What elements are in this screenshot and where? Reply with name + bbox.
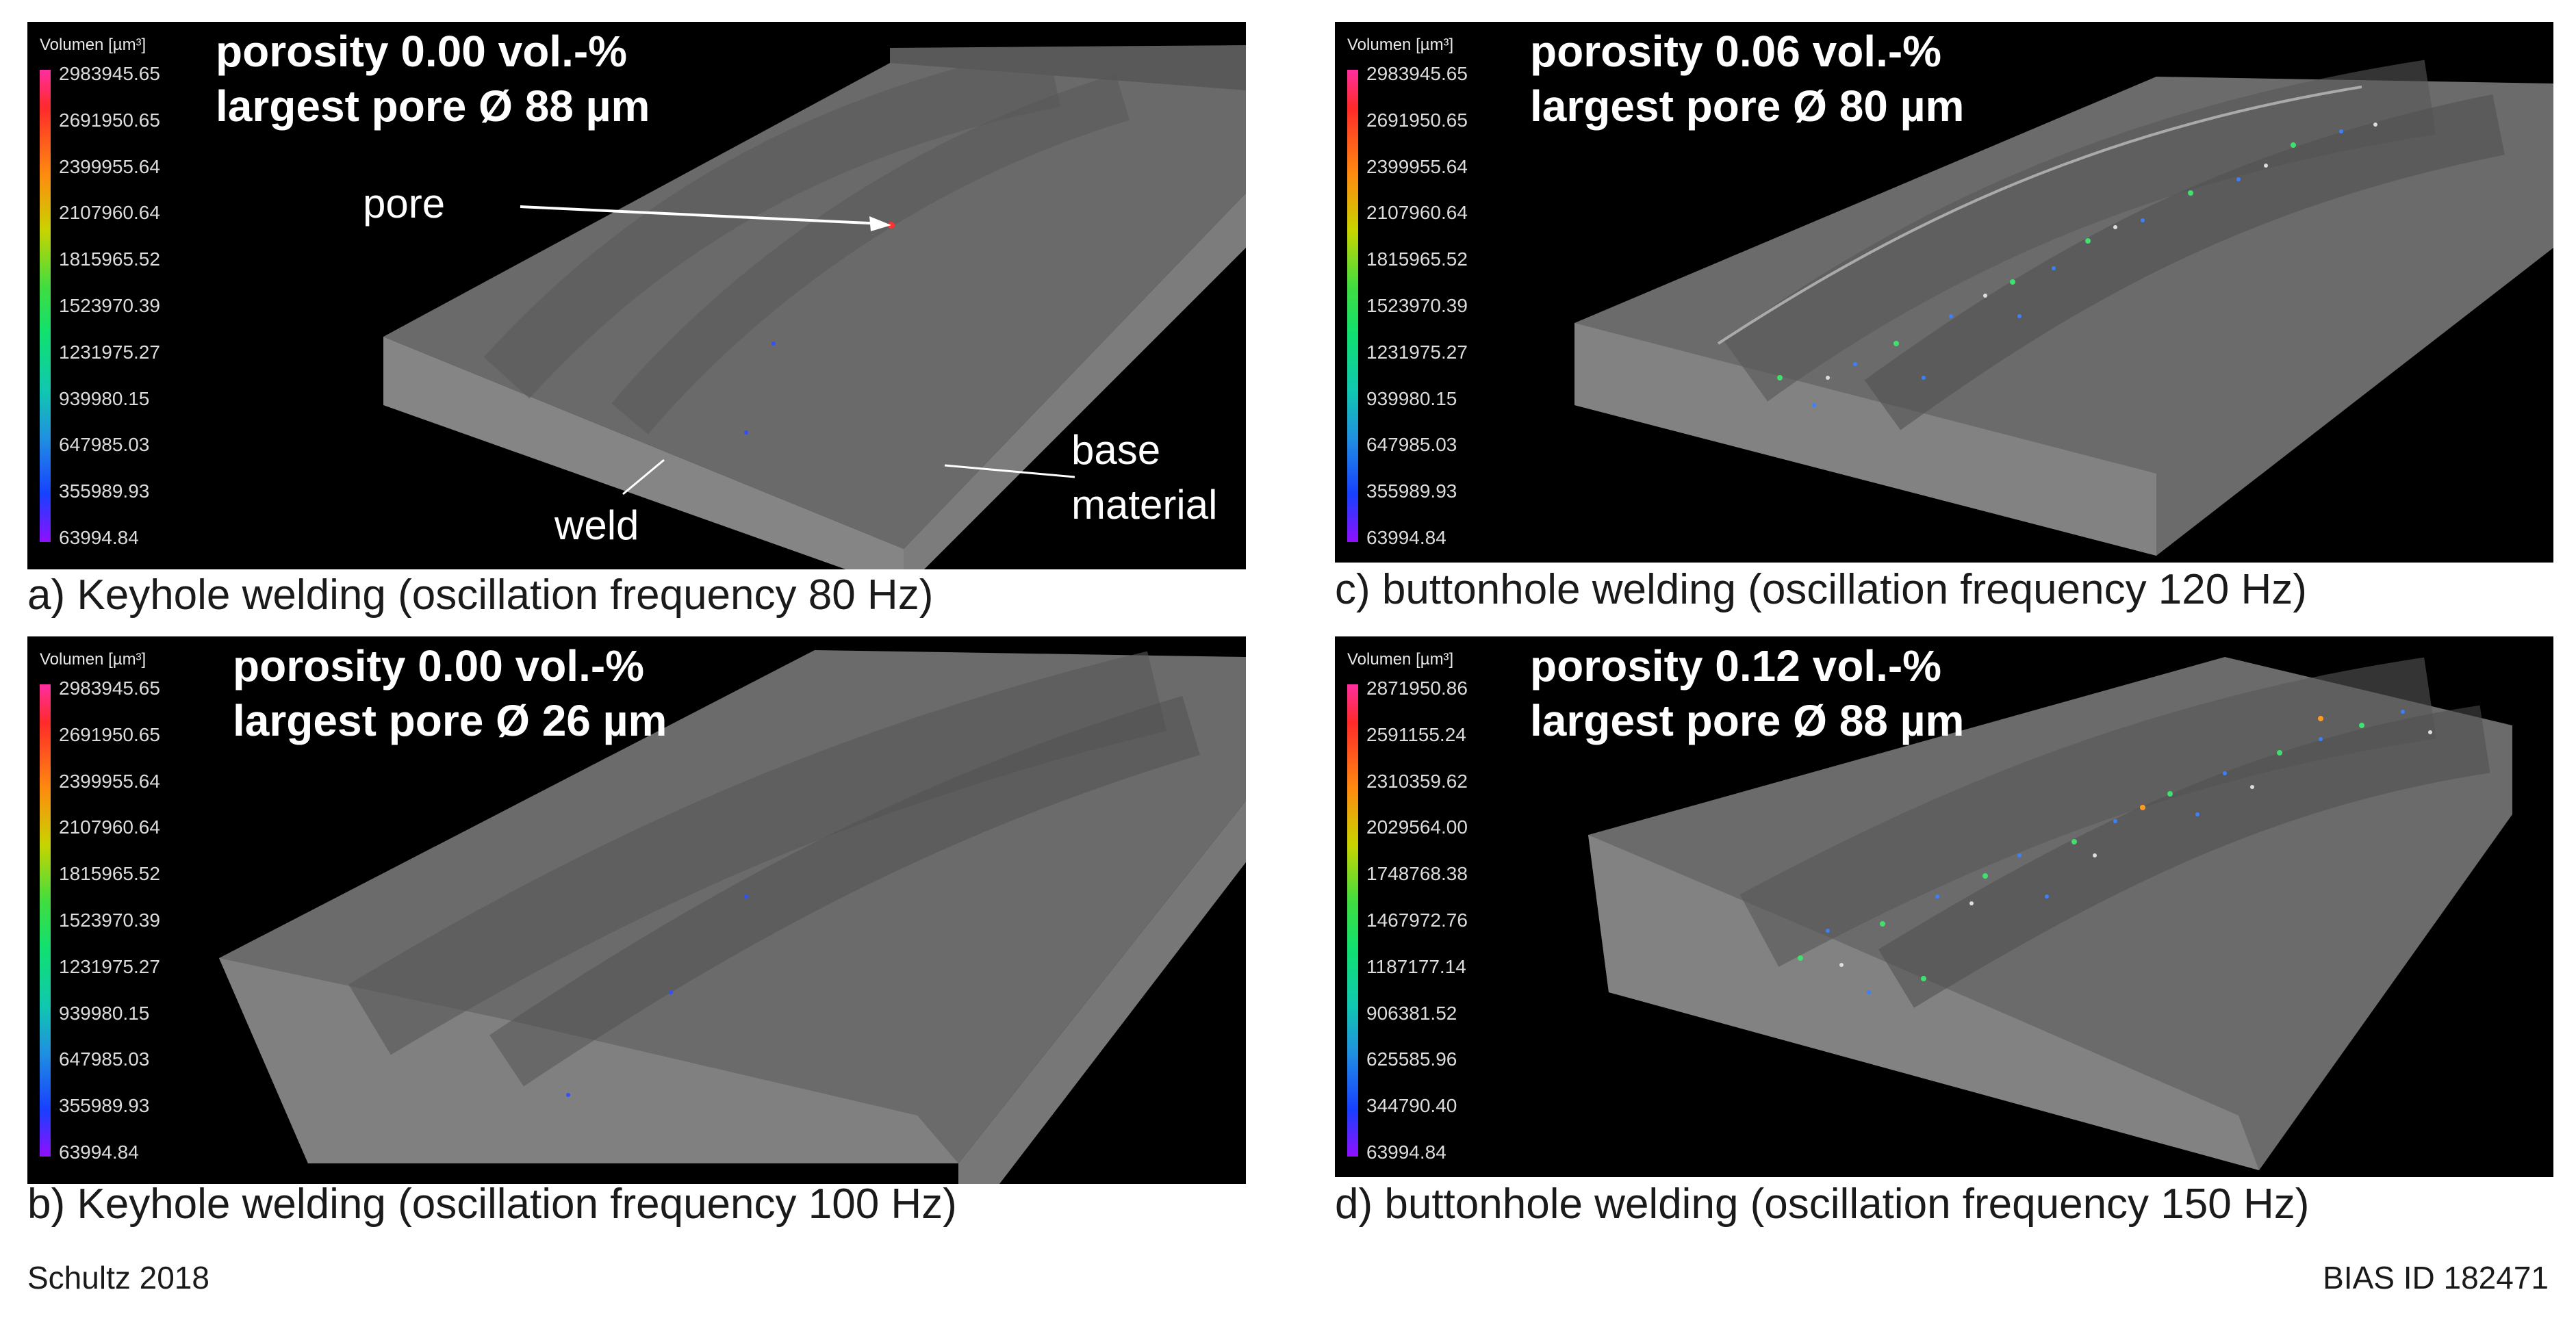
legend-color-bar (40, 70, 51, 542)
legend-color-bar (40, 684, 51, 1157)
color-legend-b: Volumen [µm³] 2983945.65 2691950.65 2399… (40, 650, 259, 1170)
legend-value: 344790.40 (1366, 1095, 1457, 1117)
porosity-value: porosity 0.06 vol.-% (1530, 27, 1942, 76)
largest-pore-value: largest pore Ø 80 µm (1530, 81, 1965, 131)
legend-value: 63994.84 (1366, 526, 1446, 548)
legend-value: 2399955.64 (59, 770, 160, 792)
legend-value: 1523970.39 (1366, 294, 1468, 316)
legend-value: 63994.84 (59, 1141, 139, 1163)
legend-value: 939980.15 (59, 1002, 150, 1024)
largest-pore-value: largest pore Ø 88 µm (1530, 696, 1965, 745)
legend-value: 1523970.39 (59, 294, 160, 316)
ct-render-c (1574, 60, 2553, 556)
caption-d: d) buttonhole welding (oscillation frequ… (1335, 1180, 2310, 1228)
legend-value: 2399955.64 (59, 155, 160, 177)
legend-value: 63994.84 (1366, 1141, 1446, 1163)
pore-label: pore (363, 181, 446, 227)
legend-title: Volumen [µm³] (1347, 650, 1454, 669)
legend-value: 63994.84 (59, 526, 139, 548)
legend-value: 2107960.64 (1366, 202, 1468, 224)
legend-value: 1187177.14 (1366, 955, 1466, 977)
porosity-value: porosity 0.12 vol.-% (1530, 641, 1942, 691)
legend-value: 355989.93 (59, 1095, 150, 1117)
legend-title: Volumen [µm³] (40, 650, 146, 669)
legend-value: 647985.03 (1366, 434, 1457, 456)
legend-value: 2107960.64 (59, 202, 160, 224)
legend-title: Volumen [µm³] (1347, 36, 1454, 54)
legend-value: 2591155.24 (1366, 723, 1466, 745)
legend-value: 2983945.65 (1366, 63, 1468, 84)
legend-value: 939980.15 (1366, 387, 1457, 409)
panel-a: Volumen [µm³] 2983945.65 2691950.65 2399… (27, 22, 1246, 569)
footer-id: BIAS ID 182471 (2323, 1260, 2549, 1295)
legend-value: 2871950.86 (1366, 678, 1468, 699)
legend-value: 939980.15 (59, 387, 150, 409)
legend-value: 1231975.27 (1366, 341, 1468, 363)
ct-render-a (383, 45, 1246, 569)
legend-value: 355989.93 (59, 480, 150, 502)
legend-value: 1815965.52 (1366, 248, 1468, 270)
ct-render-b (219, 650, 1246, 1184)
legend-color-bar (1347, 684, 1358, 1157)
color-legend-c: Volumen [µm³] 2983945.65 2691950.65 2399… (1347, 36, 1566, 556)
legend-value: 2983945.65 (59, 63, 160, 84)
ct-render-d (1588, 657, 2512, 1177)
legend-value: 2691950.65 (59, 109, 160, 131)
legend-value: 1748768.38 (1366, 863, 1468, 885)
color-legend-d: Volumen [µm³] 2871950.86 2591155.24 2310… (1347, 650, 1566, 1170)
legend-title: Volumen [µm³] (40, 36, 146, 54)
legend-value: 1815965.52 (59, 863, 160, 885)
legend-value: 2399955.64 (1366, 155, 1468, 177)
panel-b: Volumen [µm³] 2983945.65 2691950.65 2399… (27, 636, 1246, 1184)
caption-b: b) Keyhole welding (oscillation frequenc… (27, 1180, 957, 1228)
legend-value: 2310359.62 (1366, 770, 1468, 792)
panel-c: Volumen [µm³] 2983945.65 2691950.65 2399… (1335, 22, 2553, 563)
legend-value: 2107960.64 (59, 816, 160, 838)
legend-value: 1231975.27 (59, 955, 160, 977)
legend-value: 2691950.65 (1366, 109, 1468, 131)
legend-value: 1231975.27 (59, 341, 160, 363)
largest-pore-value: largest pore Ø 88 µm (216, 81, 650, 131)
weld-label: weld (554, 502, 639, 548)
legend-value: 1467972.76 (1366, 909, 1468, 931)
legend-value: 647985.03 (59, 1048, 150, 1070)
legend-value: 1523970.39 (59, 909, 160, 931)
largest-pore-value: largest pore Ø 26 µm (233, 696, 667, 745)
legend-color-bar (1347, 70, 1358, 542)
color-legend-a: Volumen [µm³] 2983945.65 2691950.65 2399… (40, 36, 259, 556)
base-material-label-line2: material (1071, 482, 1218, 528)
footer-author: Schultz 2018 (27, 1260, 209, 1295)
caption-c: c) buttonhole welding (oscillation frequ… (1335, 566, 2307, 613)
porosity-value: porosity 0.00 vol.-% (233, 641, 645, 691)
legend-value: 355989.93 (1366, 480, 1457, 502)
porosity-value: porosity 0.00 vol.-% (216, 27, 628, 76)
caption-a: a) Keyhole welding (oscillation frequenc… (27, 571, 934, 619)
legend-value: 625585.96 (1366, 1048, 1457, 1070)
legend-value: 1815965.52 (59, 248, 160, 270)
legend-value: 2691950.65 (59, 723, 160, 745)
panel-d: Volumen [µm³] 2871950.86 2591155.24 2310… (1335, 636, 2553, 1177)
legend-value: 2983945.65 (59, 678, 160, 699)
legend-value: 2029564.00 (1366, 816, 1468, 838)
legend-value: 906381.52 (1366, 1002, 1457, 1024)
base-material-label-line1: base (1071, 427, 1161, 473)
legend-value: 647985.03 (59, 434, 150, 456)
